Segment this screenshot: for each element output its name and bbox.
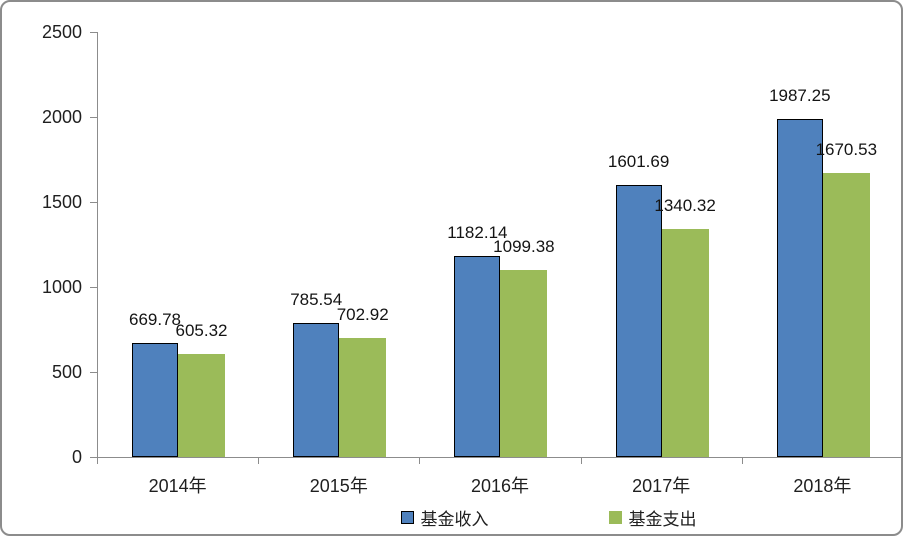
category-group: 1601.69 1340.32 xyxy=(581,32,742,457)
bar-基金收入-2018年 xyxy=(776,119,823,457)
bar-基金支出-2015年 xyxy=(339,337,387,457)
bar-基金收入-2015年 xyxy=(293,323,340,457)
data-label: 1987.25 xyxy=(769,86,831,106)
data-label: 1099.38 xyxy=(493,237,555,257)
plot-area: 669.78 605.32 785.54 702.92 1182.14 1099.38 16… xyxy=(90,32,901,464)
legend-swatch-icon xyxy=(608,511,622,524)
bar-基金支出-2014年 xyxy=(178,354,225,457)
y-axis-tick xyxy=(90,202,97,203)
data-label: 605.32 xyxy=(175,321,228,341)
data-label: 1601.69 xyxy=(607,151,670,171)
data-label: 785.54 xyxy=(290,290,343,310)
x-axis-tick xyxy=(258,457,260,464)
bar-基金支出-2017年 xyxy=(661,229,709,457)
y-axis-tick xyxy=(90,32,97,33)
data-label: 1670.53 xyxy=(815,140,878,160)
x-axis-label: 2016年 xyxy=(470,476,530,496)
x-axis-label: 2014年 xyxy=(148,476,207,496)
bar-基金收入-2016年 xyxy=(454,256,501,457)
x-axis-tick xyxy=(580,457,582,464)
category-group: 1182.14 1099.38 xyxy=(419,32,580,457)
legend: 基金收入 基金支出 xyxy=(97,505,901,530)
bar-基金支出-2018年 xyxy=(822,173,870,457)
legend-item-基金支出: 基金支出 xyxy=(608,505,697,530)
data-label: 1182.14 xyxy=(447,223,508,243)
data-label: 1340.32 xyxy=(654,196,716,216)
bar-基金支出-2016年 xyxy=(500,270,548,457)
y-axis-tick-label: 1000 xyxy=(41,277,82,297)
x-axis-label: 2018年 xyxy=(793,476,852,496)
x-axis-tick xyxy=(741,457,743,464)
category-group: 1987.25 1670.53 xyxy=(742,32,901,457)
x-axis-label: 2015年 xyxy=(309,476,368,496)
x-axis-tick xyxy=(97,457,98,464)
y-axis-tick-label: 1500 xyxy=(41,192,82,212)
x-axis-label: 2017年 xyxy=(632,476,691,496)
category-group: 669.78 605.32 xyxy=(97,32,258,457)
y-axis-tick xyxy=(90,117,97,118)
legend-swatch-icon xyxy=(400,511,414,524)
category-group: 785.54 702.92 xyxy=(258,32,419,457)
legend-label: 基金支出 xyxy=(628,510,697,529)
data-label: 669.78 xyxy=(129,310,181,330)
x-axis-line xyxy=(97,457,901,458)
y-axis-tick xyxy=(90,372,97,373)
bar-基金收入-2017年 xyxy=(615,184,662,457)
legend-item-基金收入: 基金收入 xyxy=(400,505,489,530)
bar-基金收入-2014年 xyxy=(132,343,178,457)
y-axis-tick-label: 500 xyxy=(51,362,82,382)
y-axis-tick-label: 0 xyxy=(71,447,82,467)
y-axis-tick-label: 2000 xyxy=(41,107,82,127)
y-axis-line xyxy=(97,32,98,458)
y-axis-tick xyxy=(90,287,97,288)
y-axis-tick xyxy=(90,457,97,458)
data-label: 702.92 xyxy=(336,304,389,324)
legend-label: 基金收入 xyxy=(420,510,489,529)
x-axis-tick xyxy=(419,457,421,464)
y-axis-tick-label: 2500 xyxy=(41,22,82,42)
